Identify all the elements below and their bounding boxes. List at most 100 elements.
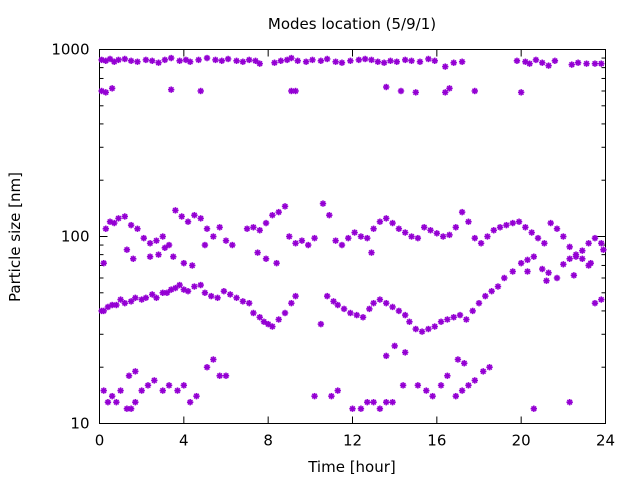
data-point — [184, 287, 192, 295]
data-point — [146, 240, 154, 247]
data-point — [201, 241, 209, 249]
data-point — [450, 59, 457, 66]
data-point — [186, 58, 194, 65]
data-point — [408, 233, 415, 240]
data-point — [197, 87, 204, 95]
data-point — [551, 57, 559, 65]
data-point — [292, 240, 299, 247]
data-point — [568, 61, 575, 68]
data-point — [591, 299, 599, 307]
data-point — [127, 221, 135, 229]
data-point — [359, 314, 367, 321]
data-point — [189, 262, 196, 269]
data-point — [121, 299, 128, 307]
data-point — [530, 253, 538, 260]
data-point — [271, 59, 278, 66]
data-point — [245, 299, 253, 307]
data-point — [553, 274, 561, 282]
data-point — [311, 234, 318, 242]
data-point — [437, 382, 445, 389]
data-point — [539, 59, 546, 66]
data-point — [125, 372, 133, 379]
data-point — [252, 57, 259, 65]
data-point — [427, 227, 434, 234]
data-point — [444, 372, 451, 379]
data-point — [281, 309, 289, 317]
x-tick-label: 12 — [343, 432, 362, 450]
data-point — [123, 246, 131, 253]
data-point — [397, 87, 405, 95]
data-point — [127, 405, 135, 412]
x-tick-label: 8 — [263, 432, 273, 450]
data-point — [281, 203, 289, 210]
data-point — [193, 392, 200, 400]
data-point — [437, 318, 445, 325]
data-point — [292, 292, 299, 300]
data-point — [418, 328, 426, 335]
data-point — [383, 352, 390, 360]
data-point — [155, 251, 162, 258]
data-point — [254, 249, 261, 256]
data-point — [547, 219, 554, 227]
data-point — [442, 63, 449, 70]
data-point — [210, 356, 217, 363]
data-point — [376, 296, 384, 303]
data-point — [383, 83, 390, 91]
data-point — [224, 55, 232, 63]
data-point — [380, 59, 388, 66]
data-point — [347, 309, 354, 317]
y-axis-label: Particle size [nm] — [6, 172, 24, 302]
data-point — [292, 87, 299, 95]
y-tick-label: 1000 — [51, 41, 89, 59]
data-point — [414, 382, 422, 389]
data-point — [264, 320, 272, 328]
data-point — [414, 234, 422, 242]
data-point — [250, 309, 257, 317]
data-point — [294, 57, 301, 65]
data-point — [574, 59, 582, 66]
data-point — [317, 320, 325, 328]
data-point — [528, 229, 535, 236]
data-point — [197, 215, 204, 222]
data-point — [134, 58, 141, 65]
data-point — [509, 268, 516, 275]
data-point — [458, 58, 466, 65]
data-point — [250, 224, 257, 231]
data-point — [598, 60, 605, 67]
data-point — [184, 218, 192, 225]
data-point — [364, 398, 371, 406]
data-point — [345, 234, 352, 242]
data-point — [127, 57, 135, 65]
data-point — [100, 259, 107, 267]
x-tick-label: 0 — [95, 432, 105, 450]
data-point — [227, 291, 234, 298]
data-point — [174, 387, 181, 394]
data-point — [317, 57, 325, 65]
data-point — [591, 234, 599, 242]
data-point — [349, 405, 356, 412]
data-point — [560, 233, 567, 240]
data-point — [553, 225, 561, 232]
data-point — [383, 398, 390, 406]
data-point — [412, 89, 419, 96]
data-point — [102, 89, 110, 96]
data-point — [503, 221, 510, 229]
data-point — [340, 305, 348, 313]
data-point — [102, 225, 110, 232]
data-point — [488, 287, 495, 295]
data-point — [176, 57, 183, 65]
data-point — [486, 364, 493, 371]
data-point — [180, 259, 188, 267]
data-point — [425, 325, 432, 333]
data-point — [364, 234, 371, 242]
data-point — [134, 225, 141, 232]
data-point — [446, 85, 453, 92]
data-point — [469, 307, 476, 315]
data-point — [132, 398, 139, 406]
data-point — [600, 246, 607, 253]
data-point — [395, 307, 403, 315]
data-point — [165, 241, 173, 249]
data-point — [456, 311, 464, 319]
data-point — [245, 56, 253, 64]
data-point — [560, 261, 567, 268]
